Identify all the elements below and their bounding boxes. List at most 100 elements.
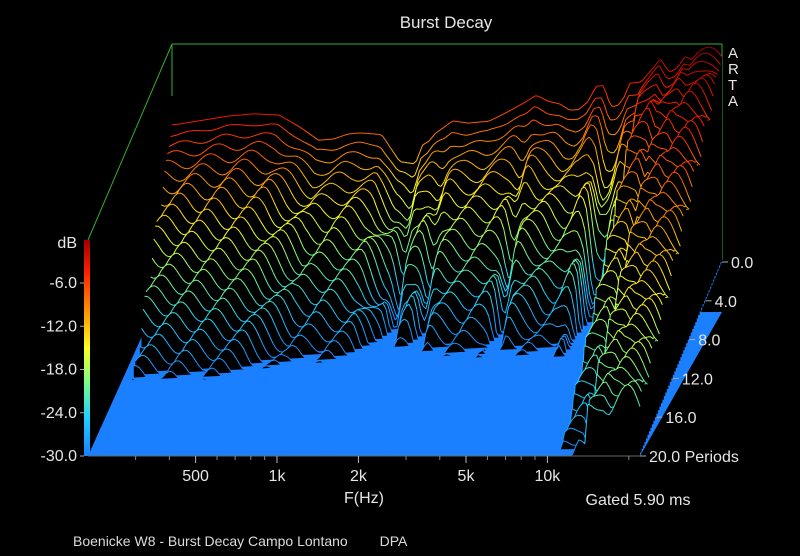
slice-segment	[309, 254, 313, 256]
slice-segment	[312, 196, 317, 201]
slice-segment	[627, 107, 631, 110]
slice-segment	[174, 225, 179, 231]
slice-segment	[262, 124, 266, 126]
slice-segment	[405, 251, 410, 264]
slice-segment	[412, 283, 416, 286]
slice-segment	[333, 201, 338, 205]
slice-segment	[281, 116, 286, 119]
slice-segment	[194, 219, 199, 223]
slice-segment	[295, 216, 300, 220]
slice-segment	[202, 268, 206, 271]
slice-segment	[229, 194, 234, 200]
slice-segment	[228, 168, 232, 173]
slice-segment	[252, 164, 257, 169]
slice-segment	[295, 180, 300, 187]
slice-segment	[374, 260, 379, 271]
slice-segment	[245, 206, 249, 209]
slice-segment	[445, 192, 449, 195]
slice-segment	[651, 99, 656, 102]
slice-segment	[483, 140, 487, 142]
slice-segment	[670, 109, 674, 112]
slice-segment	[440, 186, 445, 200]
slice-segment	[643, 79, 648, 85]
slice-segment	[625, 95, 630, 103]
slice-segment	[541, 139, 546, 142]
slice-segment	[482, 130, 486, 132]
slice-segment	[303, 247, 307, 253]
slice-segment	[421, 220, 425, 223]
slice-segment	[520, 221, 525, 228]
slice-segment	[205, 246, 210, 251]
slice-segment	[303, 150, 307, 153]
slice-segment	[668, 118, 673, 125]
slice-segment	[433, 242, 437, 246]
slice-segment	[393, 229, 398, 233]
slice-segment	[590, 158, 595, 165]
slice-segment	[387, 291, 392, 299]
slice-segment	[500, 199, 505, 205]
slice-segment	[298, 138, 303, 142]
slice-segment	[363, 306, 367, 309]
z-axis-unit: dB	[57, 235, 77, 252]
slice-segment	[378, 228, 382, 233]
slice-segment	[538, 95, 542, 99]
slice-segment	[686, 73, 691, 76]
slice-segment	[555, 164, 560, 170]
slice-segment	[673, 111, 677, 116]
slice-segment	[262, 242, 266, 245]
slice-segment	[706, 61, 711, 65]
slice-segment	[541, 97, 546, 100]
slice-segment	[509, 119, 513, 123]
slice-segment	[257, 152, 261, 156]
slice-segment	[622, 130, 627, 134]
slice-segment	[709, 46, 713, 49]
slice-segment	[442, 137, 446, 140]
slice-segment	[535, 156, 540, 162]
slice-segment	[532, 193, 537, 199]
slice-segment	[532, 154, 537, 158]
slice-segment	[533, 172, 538, 180]
slice-segment	[639, 79, 643, 83]
slice-segment	[312, 156, 316, 160]
slice-segment	[316, 203, 321, 208]
slice-segment	[512, 117, 517, 121]
slice-segment	[554, 186, 558, 189]
slice-segment	[312, 216, 317, 222]
slice-segment	[692, 57, 697, 63]
slice-segment	[549, 113, 553, 116]
slice-segment	[652, 192, 656, 195]
slice-segment	[455, 160, 460, 164]
slice-segment	[171, 195, 176, 200]
slice-segment	[652, 67, 657, 73]
slice-segment	[646, 123, 651, 134]
slice-segment	[588, 232, 593, 260]
slice-segment	[581, 136, 586, 145]
slice-segment	[403, 264, 408, 274]
slice-segment	[327, 288, 332, 291]
slice-segment	[408, 209, 413, 225]
slice-segment	[307, 197, 312, 200]
slice-segment	[605, 191, 610, 198]
slice-segment	[332, 220, 337, 226]
slice-segment	[452, 180, 457, 185]
slice-segment	[446, 239, 451, 244]
slice-segment	[625, 130, 630, 133]
slice-segment	[281, 223, 286, 228]
slice-segment	[578, 143, 583, 150]
slice-segment	[231, 148, 235, 151]
slice-segment	[308, 323, 312, 325]
slice-segment	[445, 230, 450, 235]
slice-segment	[262, 172, 266, 175]
slice-segment	[677, 103, 682, 107]
slice-segment	[307, 203, 312, 208]
slice-segment	[291, 161, 295, 165]
slice-segment	[634, 123, 639, 128]
slice-segment	[318, 160, 322, 163]
slice-segment	[390, 253, 395, 265]
slice-segment	[529, 154, 533, 157]
slice-segment	[479, 243, 483, 245]
slice-segment	[550, 101, 555, 104]
slice-segment	[292, 175, 297, 181]
slice-segment	[350, 162, 355, 165]
slice-segment	[289, 279, 293, 282]
